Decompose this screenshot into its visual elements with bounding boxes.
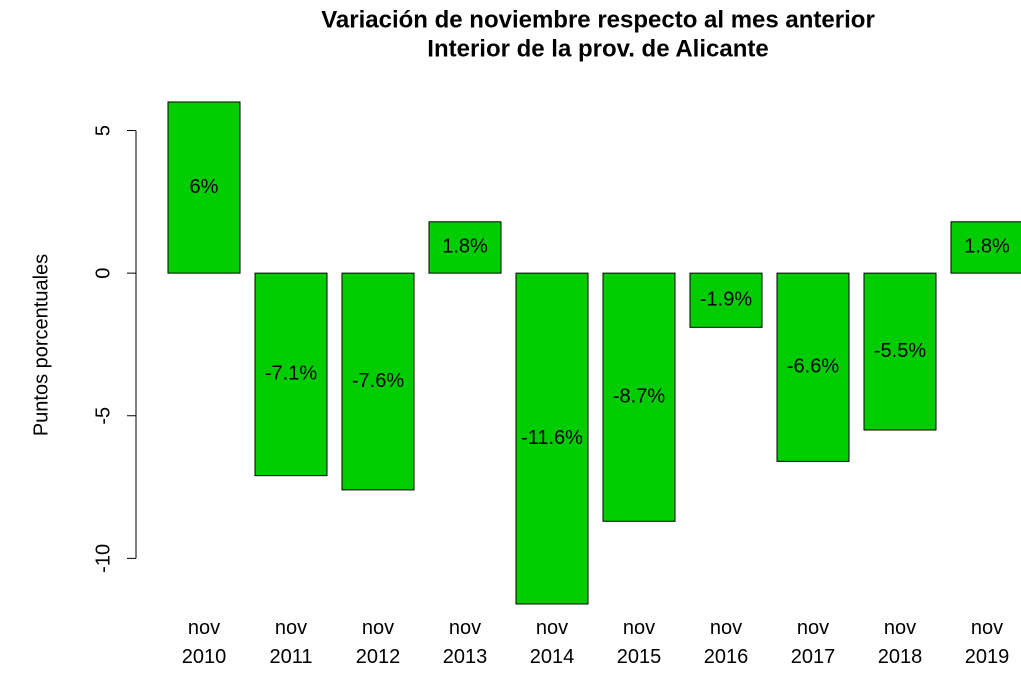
bar xyxy=(776,272,850,462)
value-label: -7.6% xyxy=(352,370,404,392)
value-label: -1.9% xyxy=(700,289,752,311)
x-tick-label: nov 2018 xyxy=(877,617,923,668)
bar xyxy=(515,272,589,605)
value-label: -7.1% xyxy=(265,363,317,385)
x-tick-label: nov 2010 xyxy=(181,617,227,668)
value-label: -8.7% xyxy=(613,385,665,407)
bar xyxy=(950,221,1021,274)
value-label: -5.5% xyxy=(874,340,926,362)
bar xyxy=(428,221,502,274)
x-tick-label: nov 2019 xyxy=(964,617,1010,668)
y-axis-label: Puntos porcentuales xyxy=(30,254,52,436)
value-label: -11.6% xyxy=(521,427,583,449)
bar xyxy=(254,272,328,477)
x-tick-label: nov 2013 xyxy=(442,617,488,668)
value-label: 1.8% xyxy=(442,236,488,258)
bar xyxy=(341,272,415,491)
bar xyxy=(689,272,763,328)
x-tick-label: nov 2017 xyxy=(790,617,836,668)
y-tick-label: -10 xyxy=(92,544,114,573)
chart-title: Variación de noviembre respecto al mes a… xyxy=(321,6,875,33)
bar xyxy=(863,272,937,431)
value-label: 6% xyxy=(190,176,219,198)
chart-subtitle: Interior de la prov. de Alicante xyxy=(427,35,768,62)
y-tick-label: 0 xyxy=(92,268,114,279)
x-tick-label: nov 2015 xyxy=(616,617,662,668)
y-tick-label: 5 xyxy=(92,125,114,136)
bar xyxy=(602,272,676,522)
x-tick-label: nov 2014 xyxy=(529,617,575,668)
x-tick-label: nov 2011 xyxy=(269,617,313,668)
value-label: 1.8% xyxy=(964,236,1010,258)
y-tick-label: -5 xyxy=(92,407,114,425)
bar xyxy=(167,101,241,274)
value-label: -6.6% xyxy=(787,356,839,378)
x-tick-label: nov 2016 xyxy=(703,617,749,668)
x-tick-label: nov 2012 xyxy=(355,617,401,668)
